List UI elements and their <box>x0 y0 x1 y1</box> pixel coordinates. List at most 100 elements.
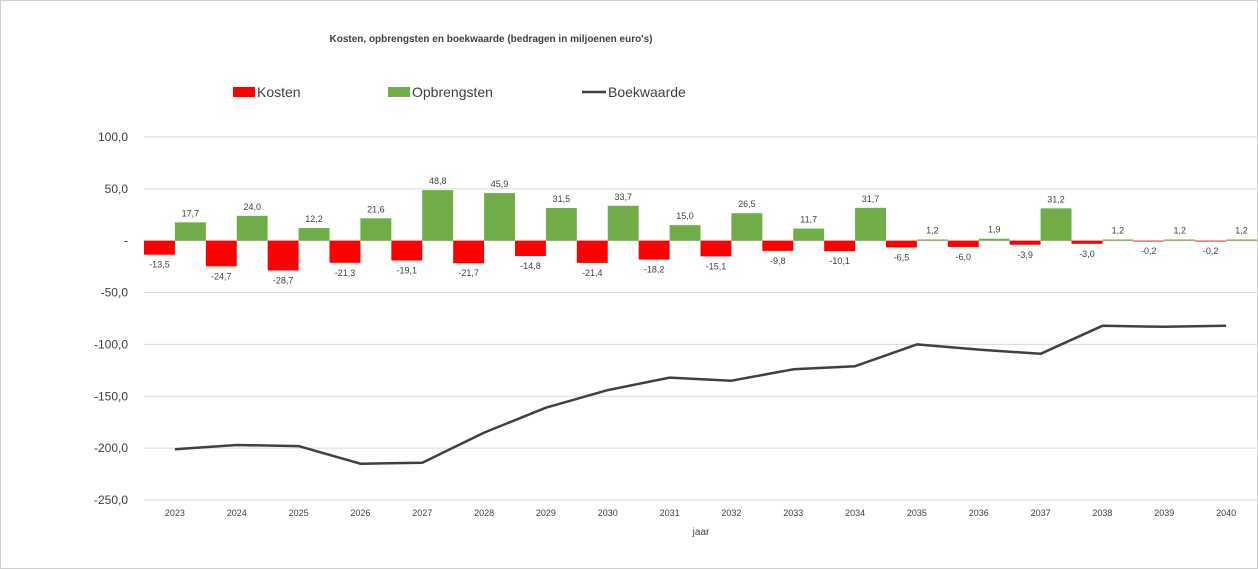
legend-swatch-kosten <box>233 87 255 97</box>
y-tick-label: -50,0 <box>101 286 129 300</box>
bar-kosten <box>762 240 794 251</box>
legend-label-opbrengsten: Opbrengsten <box>412 84 493 100</box>
bar-kosten <box>700 240 732 257</box>
data-label-opbrengsten: 31,7 <box>862 194 880 204</box>
x-tick-label: 2035 <box>907 508 927 518</box>
legend-label-kosten: Kosten <box>257 84 301 100</box>
x-tick-label: 2038 <box>1092 508 1112 518</box>
bar-kosten <box>1195 240 1227 242</box>
data-label-kosten: -18,2 <box>644 265 665 275</box>
bar-kosten <box>947 240 979 247</box>
bar-kosten <box>886 240 917 248</box>
legend-item-kosten: Kosten <box>233 84 301 100</box>
x-tick-label: 2033 <box>783 508 803 518</box>
y-tick-label: 100,0 <box>98 130 128 144</box>
bar-kosten <box>515 240 546 257</box>
chart-title: Kosten, opbrengsten en boekwaarde (bedra… <box>330 34 653 45</box>
data-label-kosten: -10,1 <box>829 256 850 266</box>
x-tick-label: 2029 <box>536 508 556 518</box>
legend-swatch-opbrengsten <box>388 87 410 97</box>
bar-kosten <box>267 240 299 271</box>
x-tick-label: 2028 <box>474 508 494 518</box>
bar-opbrengsten <box>484 193 515 241</box>
data-label-opbrengsten: 15,0 <box>676 211 694 221</box>
data-label-opbrengsten: 1,2 <box>1235 225 1248 235</box>
data-label-opbrengsten: 31,5 <box>553 194 571 204</box>
data-label-opbrengsten: 33,7 <box>614 192 632 202</box>
x-tick-label: 2023 <box>165 508 185 518</box>
legend-label-boekwaarde: Boekwaarde <box>608 84 686 100</box>
x-tick-label: 2027 <box>412 508 432 518</box>
bar-kosten <box>824 240 856 252</box>
bar-kosten <box>329 240 361 263</box>
data-label-kosten: -13,5 <box>149 260 170 270</box>
y-tick-label: -150,0 <box>94 389 128 403</box>
data-label-opbrengsten: 21,6 <box>367 204 385 214</box>
data-label-kosten: -9,8 <box>770 256 786 266</box>
data-label-kosten: -14,8 <box>520 261 541 271</box>
data-label-opbrengsten: 1,2 <box>1112 225 1125 235</box>
data-label-opbrengsten: 1,9 <box>988 225 1001 235</box>
bar-opbrengsten <box>793 228 825 241</box>
y-tick-label: -250,0 <box>94 493 128 507</box>
bar-opbrengsten <box>545 208 577 241</box>
data-label-opbrengsten: 1,2 <box>926 225 939 235</box>
bar-kosten <box>576 240 608 263</box>
data-label-kosten: -28,7 <box>273 275 294 285</box>
x-tick-label: 2039 <box>1154 508 1174 518</box>
bar-opbrengsten <box>1226 239 1257 241</box>
x-tick-label: 2032 <box>721 508 741 518</box>
data-label-kosten: -6,5 <box>894 252 910 262</box>
legend-item-opbrengsten: Opbrengsten <box>388 84 493 100</box>
bar-opbrengsten <box>1040 208 1072 241</box>
x-tick-label: 2025 <box>289 508 309 518</box>
bar-kosten <box>391 240 423 261</box>
data-label-opbrengsten: 17,7 <box>182 208 200 218</box>
x-tick-label: 2036 <box>969 508 989 518</box>
x-axis-ticks: 2023 2024 2025 2026 2027 2028 2029 2030 2031 2032… <box>165 508 1236 518</box>
y-tick-label: - <box>124 234 128 248</box>
data-label-opbrengsten: 31,2 <box>1047 194 1065 204</box>
bar-opbrengsten <box>855 207 886 241</box>
data-label-kosten: -3,0 <box>1079 249 1095 259</box>
data-label-kosten: -0,2 <box>1203 246 1219 256</box>
data-label-opbrengsten: 45,9 <box>491 179 509 189</box>
bar-opbrengsten <box>1102 239 1134 241</box>
data-label-opbrengsten: 12,2 <box>305 214 323 224</box>
boekwaarde-line <box>174 324 1227 465</box>
y-tick-label: -200,0 <box>94 441 128 455</box>
bar-opbrengsten <box>731 213 763 241</box>
bar-opbrengsten <box>1164 239 1196 241</box>
bar-kosten <box>638 240 670 260</box>
bar-opbrengsten <box>669 225 701 241</box>
y-tick-label: -100,0 <box>94 337 128 351</box>
y-axis-ticks: 100,0 50,0 - -50,0 -100,0 -150,0 -200,0 -250,0 <box>94 130 128 507</box>
bar-opbrengsten <box>978 238 1010 241</box>
x-tick-label: 2037 <box>1031 508 1051 518</box>
bar-opbrengsten <box>360 218 392 241</box>
data-label-kosten: -3,9 <box>1017 250 1033 260</box>
data-label-opbrengsten: 1,2 <box>1173 225 1186 235</box>
x-tick-label: 2030 <box>598 508 618 518</box>
data-label-opbrengsten: 11,7 <box>800 215 817 225</box>
data-label-opbrengsten: 48,8 <box>429 176 447 186</box>
bar-kosten <box>1009 240 1041 245</box>
bar-opbrengsten <box>174 222 206 241</box>
data-label-kosten: -21,4 <box>582 268 603 278</box>
data-label-kosten: -6,0 <box>956 252 972 262</box>
data-label-kosten: -24,7 <box>211 271 232 281</box>
bar-kosten <box>1133 240 1165 242</box>
gridlines <box>144 136 1257 501</box>
bar-kosten <box>453 240 485 264</box>
data-label-kosten: -21,3 <box>335 268 356 278</box>
data-label-opbrengsten: 26,5 <box>738 199 756 209</box>
bar-opbrengsten <box>916 239 948 241</box>
x-tick-label: 2031 <box>660 508 680 518</box>
bars <box>144 190 1257 271</box>
bar-opbrengsten <box>607 205 639 241</box>
x-tick-label: 2026 <box>350 508 370 518</box>
bar-kosten <box>1071 240 1103 244</box>
data-label-kosten: -21,7 <box>458 268 479 278</box>
